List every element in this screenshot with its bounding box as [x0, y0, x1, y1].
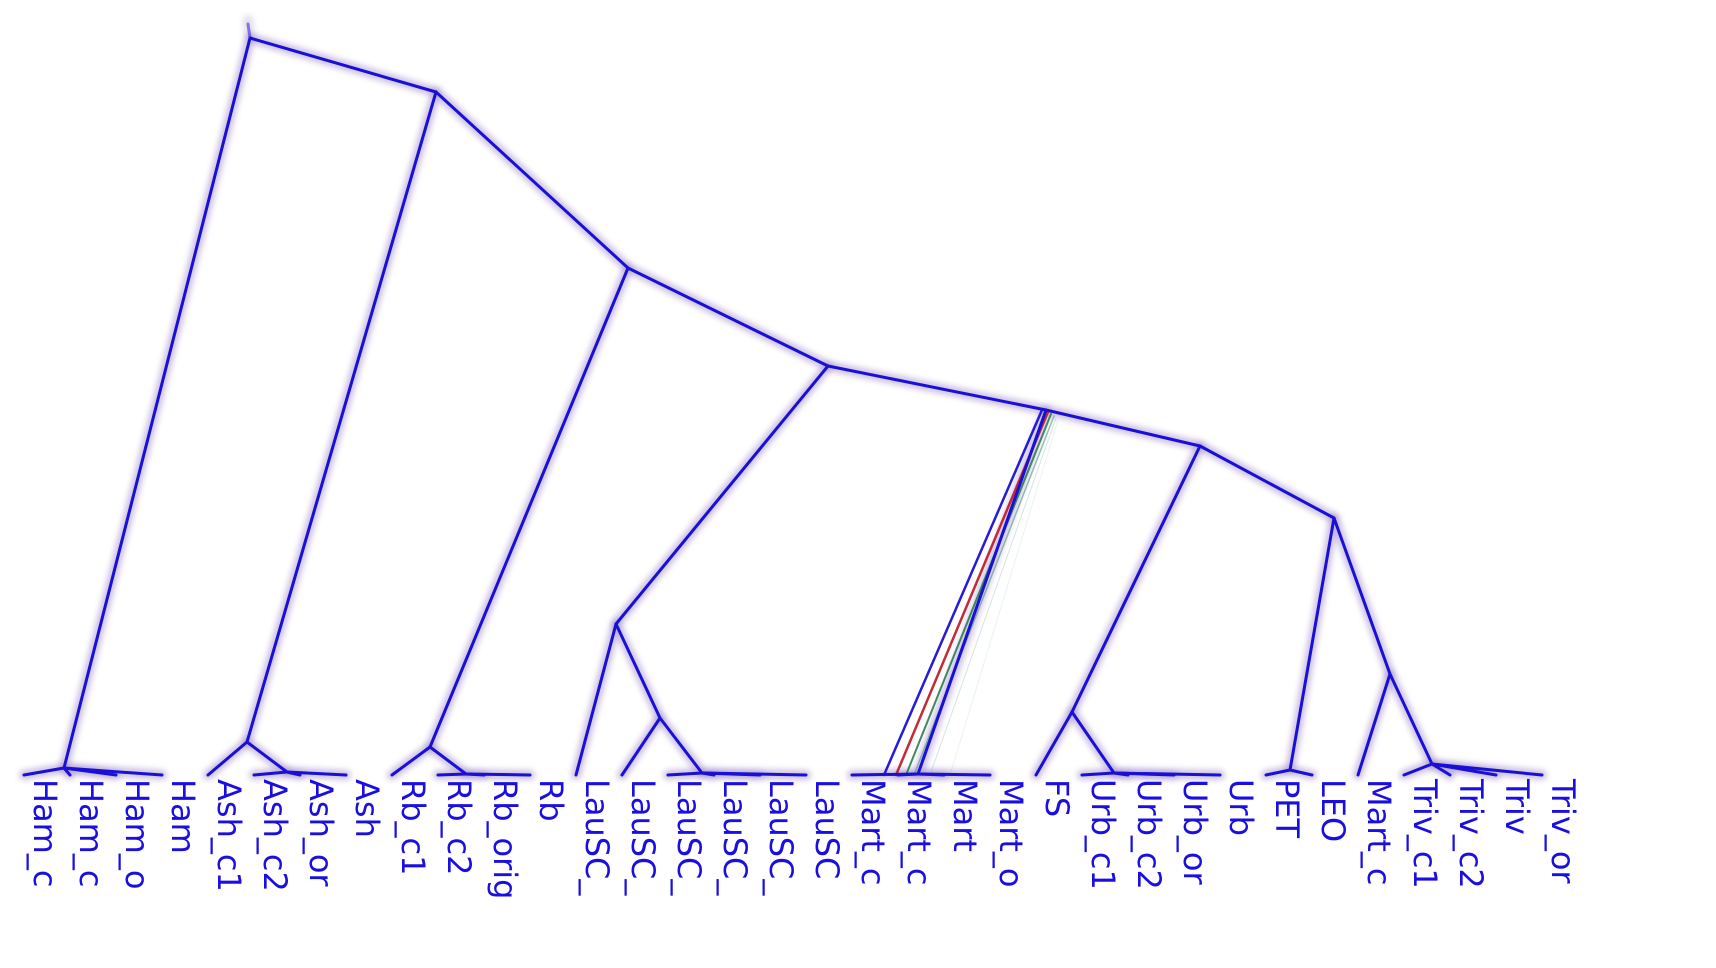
branch-ash-ash2: [245, 740, 289, 774]
branch-n5-n6: [1044, 408, 1202, 448]
branch-root-n2: [248, 36, 438, 94]
tip-label-t21: Mart: [946, 779, 984, 852]
tip-label-t33: Triv: [1498, 778, 1536, 835]
tip-label-t4: Ham: [164, 779, 202, 854]
branch-mart-t20: [896, 772, 920, 777]
tip-label-t26: Urb_or: [1176, 779, 1214, 885]
root-stem: [246, 22, 252, 40]
tip-label-t27: Urb: [1222, 779, 1260, 836]
branch-petleo-t28: [1264, 768, 1292, 777]
branch-mart-t22: [916, 772, 992, 777]
branch-urb-urb2: [1070, 710, 1116, 775]
branch-ash2-t6: [252, 770, 289, 777]
branch-triv2-t31: [1402, 762, 1434, 777]
tip-label-t10: Rb_c2: [440, 779, 478, 876]
tip-label-t23: FS: [1038, 779, 1076, 817]
branch-n5-mart: [916, 408, 1048, 776]
tip-label-t17: LauSC_: [762, 779, 800, 896]
tip-label-t2: Ham_c: [72, 779, 110, 887]
branch-lau3-t15: [666, 771, 704, 777]
tip-label-t29: LEO: [1314, 779, 1352, 842]
branch-rb2-t10: [436, 772, 468, 777]
branch-n4-lau: [614, 364, 830, 626]
alt-branch-mart-2: [905, 413, 1052, 776]
tip-label-t16: LauSC_: [716, 779, 754, 896]
branch-urb-t23: [1034, 710, 1074, 777]
tip-label-t19: Mart_c: [854, 779, 892, 886]
tip-label-t25: Urb_c2: [1130, 779, 1168, 890]
tip-label-t18: LauSC: [808, 779, 846, 879]
tip-label-t30: Mart_c: [1360, 779, 1398, 886]
branch-n7-triv: [1332, 516, 1392, 676]
consensus-branch-layer: [22, 22, 1544, 777]
tip-label-t31: Triv_c1: [1406, 778, 1444, 889]
tip-label-t34: Triv_or: [1544, 778, 1582, 884]
tip-label-t3: Ham_o: [118, 779, 156, 889]
tip-label-t15: LauSC_: [670, 779, 708, 896]
tip-label-t28: PET: [1268, 779, 1306, 839]
branch-n2-ash: [245, 90, 438, 744]
tip-label-t1: Ham_c: [26, 779, 64, 887]
tip-label-t32: Triv_c2: [1452, 778, 1490, 889]
tip-label-t12: Rb: [532, 779, 570, 822]
branch-petleo-t29: [1288, 768, 1314, 777]
tip-label-t9: Rb_c1: [394, 779, 432, 876]
branch-ham-t4: [62, 766, 164, 777]
branch-triv-t30: [1356, 672, 1392, 777]
branch-rb-t9: [390, 745, 432, 777]
branch-urb2-t27: [1112, 771, 1222, 777]
branch-n3-n4: [626, 266, 830, 368]
branch-halo-layer: [19, 15, 1547, 780]
branch-lau-t13: [574, 622, 618, 777]
branch-n6-urb: [1070, 444, 1202, 714]
tip-label-t22: Mart_o: [992, 779, 1030, 888]
alt-branch-mart-4: [929, 417, 1057, 776]
branch-n7-petleo: [1288, 516, 1336, 772]
branch-lau2-t14: [620, 716, 662, 777]
branch-rb2-t12: [464, 772, 532, 777]
branch-n2-n3: [434, 90, 630, 270]
tip-label-t5: Ash_c1: [210, 779, 248, 892]
branch-urb2-t24: [1080, 771, 1116, 777]
tip-label-t11: Rb_orig: [486, 779, 524, 899]
branch-rb-rb2: [428, 745, 468, 776]
branch-triv-triv2: [1388, 672, 1434, 766]
branch-lau3-t18: [700, 771, 808, 777]
branch-ash-t5: [206, 740, 249, 777]
branch-root-ham: [62, 36, 252, 770]
branch-ham-t1: [22, 766, 66, 777]
tip-label-layer: Ham_c Ham_c Ham_o Ham Ash_c1 Ash_c2 Ash_or Ash R…: [26, 778, 1582, 899]
tip-label-t14: LauSC_: [624, 779, 662, 896]
branch-n6-n7: [1198, 444, 1336, 520]
tip-label-t20: Mart_c: [900, 779, 938, 886]
branch-ash2-t8: [285, 770, 348, 777]
branch-lau-lau2: [614, 622, 662, 720]
alt-branch-mart-5: [949, 419, 1059, 776]
tip-label-t13: LauSC_: [578, 779, 616, 896]
branch-n3-rb: [428, 266, 630, 749]
tip-label-t7: Ash_or: [302, 779, 340, 887]
tip-label-t8: Ash: [348, 779, 386, 838]
branch-triv2-t34: [1430, 762, 1544, 777]
tip-label-t24: Urb_c1: [1084, 779, 1122, 890]
tip-label-t6: Ash_c2: [256, 779, 294, 892]
branch-lau2-lau3: [658, 716, 704, 775]
branch-n4-n5: [826, 364, 1048, 412]
alt-branch-mart-0: [882, 408, 1044, 777]
